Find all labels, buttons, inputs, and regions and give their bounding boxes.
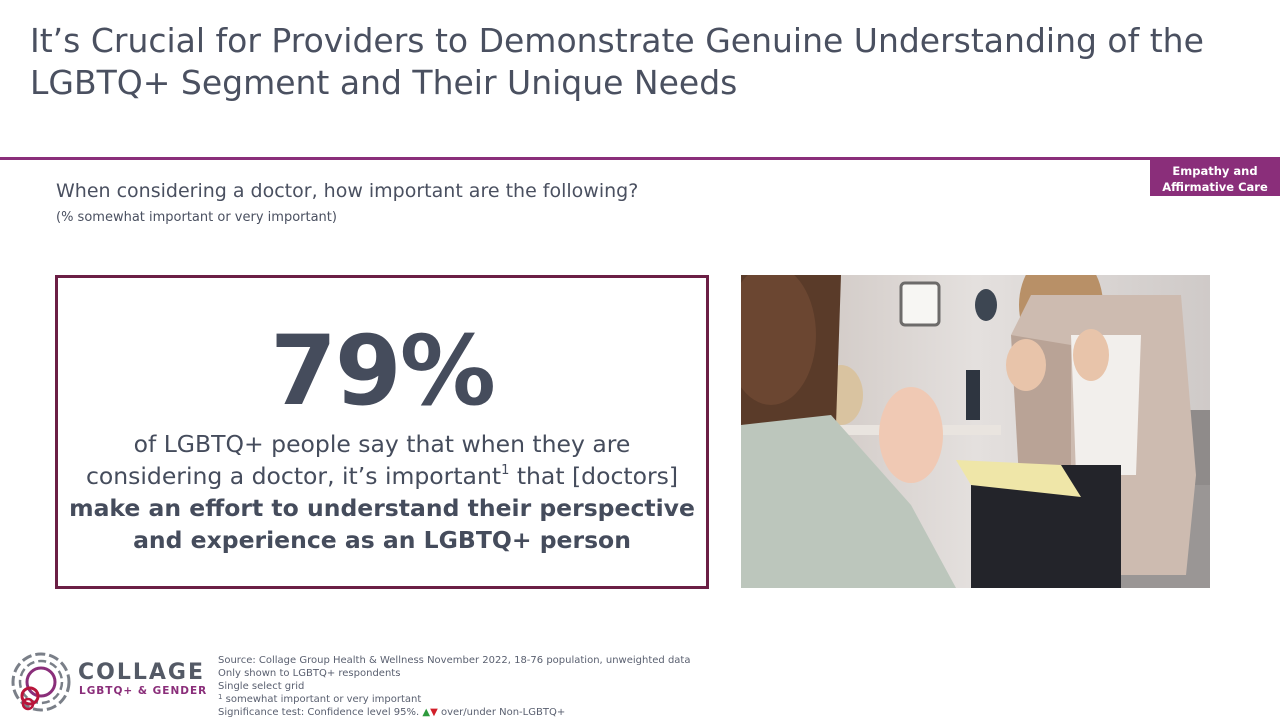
footnote-note-text: somewhat important or very important [222,694,422,705]
stat-text-part1: of LGBTQ+ people say that when they are … [85,430,631,490]
title-divider [0,157,1280,160]
significance-text: Significance test: Confidence level 95%. [218,707,420,718]
section-tag-line1: Empathy and [1172,164,1258,178]
section-tag: Empathy and Affirmative Care [1150,160,1280,196]
collage-logo [8,646,193,716]
footnote-note-marker: 1 [218,693,223,701]
question-subtext: (% somewhat important or very important) [56,210,337,225]
photo-illustration [741,275,1210,588]
stat-text-bold: make an effort to understand their persp… [69,494,695,554]
down-triangle-icon: ▼ [430,707,438,718]
stat-callout-box: 79% of LGBTQ+ people say that when they … [55,275,709,589]
up-triangle-icon: ▲ [422,707,431,718]
slide-title: It’s Crucial for Providers to Demonstrat… [30,21,1204,102]
footnotes: Source: Collage Group Health & Wellness … [218,654,778,719]
collage-logo-mark [11,652,71,712]
stat-description: of LGBTQ+ people say that when they are … [68,428,696,556]
footnote-note: 1 somewhat important or very important [218,693,778,706]
footnote-significance: Significance test: Confidence level 95%.… [218,706,778,719]
footnote-shown-to: Only shown to LGBTQ+ respondents [218,668,401,679]
logo-wordmark: COLLAGE [78,660,205,685]
stat-text-part2: that [doctors] [509,462,679,490]
question-text: When considering a doctor, how important… [56,180,639,202]
footnote-source: Source: Collage Group Health & Wellness … [218,655,691,666]
logo-subtitle: LGBTQ+ & GENDER [79,685,208,697]
footnote-question-type: Single select grid [218,681,305,692]
significance-suffix: over/under Non-LGBTQ+ [437,707,566,718]
therapy-session-photo [741,275,1210,588]
footnote-marker: 1 [501,463,510,478]
section-tag-line2: Affirmative Care [1162,180,1268,194]
stat-percentage: 79% [270,315,496,427]
